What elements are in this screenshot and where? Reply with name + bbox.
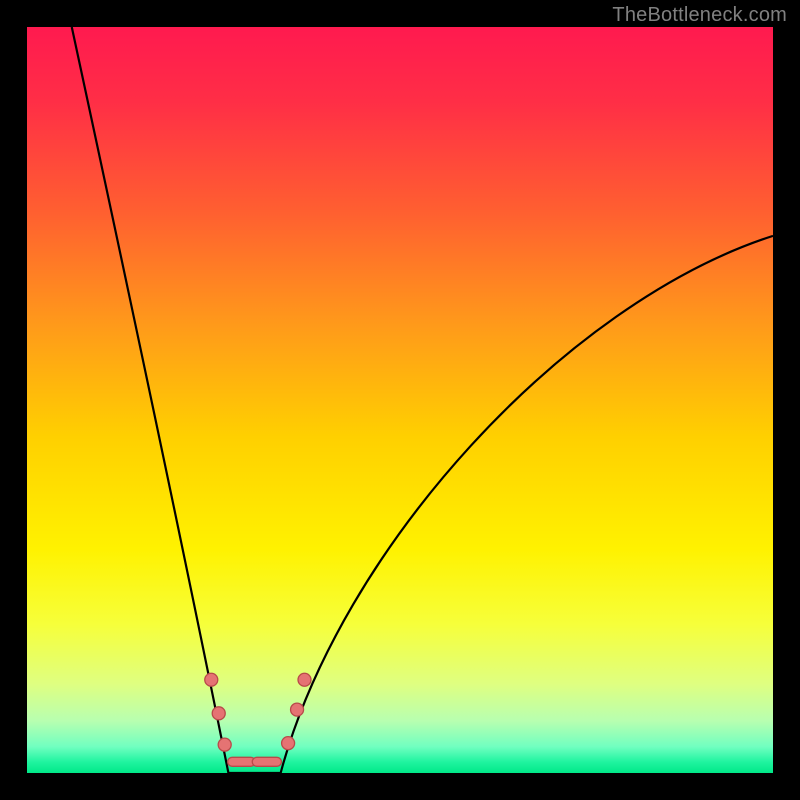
data-point-marker (298, 673, 311, 686)
valley-marker (252, 757, 281, 766)
data-point-marker (282, 737, 295, 750)
data-point-marker (205, 673, 218, 686)
plot-svg (27, 27, 773, 773)
data-point-marker (218, 738, 231, 751)
valley-marker (228, 757, 256, 766)
chart-frame (27, 27, 773, 773)
watermark-text: TheBottleneck.com (612, 4, 787, 27)
gradient-background (27, 27, 773, 773)
plot-area (27, 27, 773, 773)
data-point-marker (291, 703, 304, 716)
data-point-marker (212, 707, 225, 720)
